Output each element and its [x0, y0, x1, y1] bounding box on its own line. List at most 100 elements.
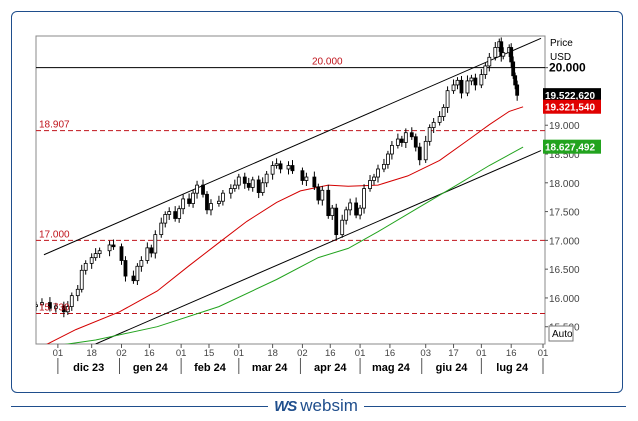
- candle-body: [395, 138, 400, 146]
- candle-body: [479, 74, 484, 86]
- x-tick-label: 01: [176, 348, 187, 359]
- candle-body: [153, 234, 158, 254]
- candle-body: [409, 132, 414, 138]
- month-label: dic 23: [73, 362, 104, 374]
- candle-body: [159, 222, 164, 236]
- moving-average-line: [64, 146, 524, 344]
- candle-body: [236, 176, 241, 186]
- candle-body: [220, 192, 225, 202]
- y-tick-label: 18.000: [549, 179, 580, 190]
- candle-body: [515, 84, 520, 96]
- candle-body: [511, 61, 516, 77]
- candle-body: [246, 182, 251, 188]
- candle-body: [493, 47, 498, 58]
- candle-body: [469, 77, 474, 82]
- y-axis-title: Price: [550, 38, 573, 49]
- price-label-text: 19.321,540: [545, 103, 595, 114]
- candle-body: [348, 202, 353, 211]
- candle-body: [201, 184, 205, 195]
- candle-body: [451, 84, 456, 92]
- candle-body: [344, 209, 349, 221]
- candle-body: [437, 116, 442, 123]
- candle-body: [300, 170, 305, 181]
- candle-body: [417, 146, 422, 161]
- candle-body: [390, 144, 394, 155]
- month-label: gen 24: [133, 362, 169, 374]
- candle-body: [483, 65, 488, 75]
- candle-body: [274, 163, 279, 166]
- candle-body: [473, 77, 478, 86]
- candle-body: [89, 257, 94, 264]
- candle-body: [487, 56, 492, 67]
- brand-footer: WS websim: [0, 394, 638, 421]
- candle-body: [145, 247, 150, 261]
- candle-body: [242, 176, 247, 184]
- candle-body: [320, 189, 325, 201]
- y-tick-label: 18.500: [549, 150, 580, 161]
- x-tick-label: 01: [234, 348, 245, 359]
- price-label-box: [543, 99, 601, 114]
- x-tick-label: 01: [53, 348, 64, 359]
- candle-body: [79, 269, 84, 290]
- candle-body: [286, 165, 291, 170]
- brand-logo-box[interactable]: WS websim: [268, 394, 364, 418]
- level-label: 20.000: [312, 57, 343, 68]
- candle-body: [40, 302, 44, 306]
- x-tick-label: 01: [355, 348, 366, 359]
- candle-body: [465, 80, 470, 94]
- websim-logo-icon: WS: [274, 397, 297, 415]
- auto-scale-label: Auto: [552, 329, 573, 340]
- candle-body: [167, 211, 172, 215]
- x-tick-label: 03: [420, 348, 431, 359]
- x-tick-label: 15: [204, 348, 215, 359]
- candle-body: [256, 179, 261, 193]
- candle-body: [316, 186, 321, 201]
- candle-body: [228, 188, 233, 194]
- candle-body: [187, 198, 191, 204]
- candle-body: [65, 306, 70, 313]
- candle-body: [340, 219, 345, 236]
- candle-body: [135, 265, 140, 282]
- y-tick-label: 20.000: [549, 61, 586, 75]
- x-tick-label: 18: [267, 348, 278, 359]
- y-tick-label: 16.500: [549, 265, 580, 276]
- x-tick-label: 01: [476, 348, 487, 359]
- candle-body: [131, 275, 136, 282]
- candle-body: [83, 263, 88, 271]
- candle-body: [362, 188, 366, 209]
- candle-body: [163, 214, 168, 224]
- candle-body: [264, 173, 269, 184]
- x-tick-label: 18: [86, 348, 97, 359]
- candle-body: [69, 295, 74, 307]
- candle-body: [399, 138, 404, 143]
- y-axis-unit: USD: [550, 52, 571, 63]
- candle-body: [354, 202, 359, 216]
- month-label: mag 24: [372, 362, 411, 374]
- candle-body: [372, 176, 376, 181]
- level-label: 15.730: [39, 302, 70, 313]
- level-label: 18.907: [39, 120, 70, 131]
- x-tick-label: 16: [385, 348, 396, 359]
- price-label-text: 19.522,620: [545, 91, 595, 102]
- candle-body: [513, 75, 518, 86]
- candle-body: [455, 79, 460, 86]
- y-tick-label: 16.000: [549, 294, 580, 305]
- auto-scale-button[interactable]: [548, 325, 574, 342]
- candle-body: [386, 153, 390, 165]
- brand-name: websim: [300, 396, 358, 415]
- candle-body: [358, 207, 362, 216]
- candle-body: [173, 211, 178, 219]
- candle-body: [97, 250, 102, 255]
- x-tick-label: 17: [448, 348, 459, 359]
- month-label: apr 24: [314, 362, 347, 374]
- candle-body: [149, 247, 154, 254]
- candle-body: [431, 121, 436, 128]
- candle-body: [139, 260, 144, 267]
- candle-body: [191, 192, 195, 204]
- candle-body: [181, 198, 186, 210]
- x-tick-label: 16: [325, 348, 336, 359]
- candle-body: [304, 176, 309, 181]
- x-tick-label: 16: [144, 348, 155, 359]
- x-tick-label: 16: [506, 348, 517, 359]
